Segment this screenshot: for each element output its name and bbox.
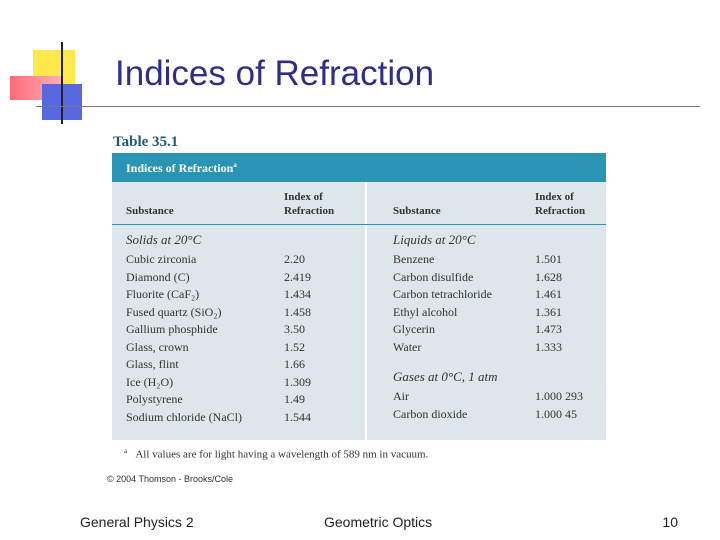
index-value: 1.000 45 xyxy=(535,406,577,421)
substance: Carbon dioxide xyxy=(393,406,468,421)
section-heading: Liquids at 20°C xyxy=(393,232,476,247)
substance: Glycerin xyxy=(393,322,435,336)
substance: Glass, flint xyxy=(126,357,179,371)
index-value: 1.333 xyxy=(535,339,562,354)
footnote: a All values are for light having a wave… xyxy=(124,447,428,461)
substance: Air xyxy=(393,389,409,403)
column-header: Index of Refraction xyxy=(535,191,586,217)
index-value: 2.20 xyxy=(284,252,305,266)
substance: Sodium chloride (NaCl) xyxy=(126,409,242,424)
footer-right: 10 xyxy=(662,514,678,530)
substance: Ethyl alcohol xyxy=(393,304,458,319)
index-value: 1.458 xyxy=(284,304,311,319)
footer-center: Geometric Optics xyxy=(324,514,433,530)
index-value: 1.628 xyxy=(535,269,562,284)
header-rule xyxy=(112,224,606,225)
substance: Water xyxy=(393,339,422,354)
substance: Polystyrene xyxy=(126,392,183,406)
index-value: 1.361 xyxy=(535,304,562,319)
index-value: 2.419 xyxy=(284,269,311,284)
section-heading: Gases at 0°C, 1 atm xyxy=(393,369,498,384)
footer-left: General Physics 2 xyxy=(80,514,194,530)
substance: Glass, crown xyxy=(126,339,189,354)
table-body xyxy=(112,182,606,440)
index-value: 1.544 xyxy=(284,409,311,424)
table-title-text: Indices of Refraction xyxy=(126,161,234,175)
index-value: 1.461 xyxy=(535,287,562,301)
substance: Diamond (C) xyxy=(126,269,190,284)
section-heading: Solids at 20°C xyxy=(126,232,202,247)
substance: Fused quartz (SiO₂) xyxy=(126,304,222,319)
footnote-marker: a xyxy=(124,447,128,455)
footnote-marker: a xyxy=(233,161,237,169)
index-value: 1.49 xyxy=(284,392,305,406)
deco-hline xyxy=(36,106,700,107)
column-header: Substance xyxy=(126,205,174,217)
substance: Gallium phosphide xyxy=(126,322,218,336)
substance: Carbon disulfide xyxy=(393,269,474,284)
index-value: 1.473 xyxy=(535,322,562,336)
table-header-bar xyxy=(112,153,606,182)
substance: Carbon tetrachloride xyxy=(393,287,492,301)
footnote-text: All values are for light having a wavele… xyxy=(135,448,429,461)
substance: Fluorite (CaF₂) xyxy=(126,287,200,301)
substance: Benzene xyxy=(393,252,435,266)
index-value: 1.52 xyxy=(284,339,305,354)
table-title: Indices of Refractiona xyxy=(126,161,237,176)
copyright: © 2004 Thomson - Brooks/Cole xyxy=(107,474,234,484)
index-value: 1.000 293 xyxy=(535,389,583,403)
index-value: 1.501 xyxy=(535,252,562,266)
column-header: Index of Refraction xyxy=(284,191,335,217)
index-value: 1.309 xyxy=(284,374,311,389)
column-header: Substance xyxy=(393,205,441,217)
table-caption: Table 35.1 xyxy=(113,134,179,150)
substance: Cubic zirconia xyxy=(126,252,197,266)
deco-vline xyxy=(61,42,63,124)
slide-title: Indices of Refraction xyxy=(115,54,435,93)
index-value: 1.66 xyxy=(284,357,305,371)
index-value: 3.50 xyxy=(284,322,305,336)
col-separator xyxy=(365,182,367,440)
index-value: 1.434 xyxy=(284,287,311,301)
substance: Ice (H₂O) xyxy=(126,374,174,389)
